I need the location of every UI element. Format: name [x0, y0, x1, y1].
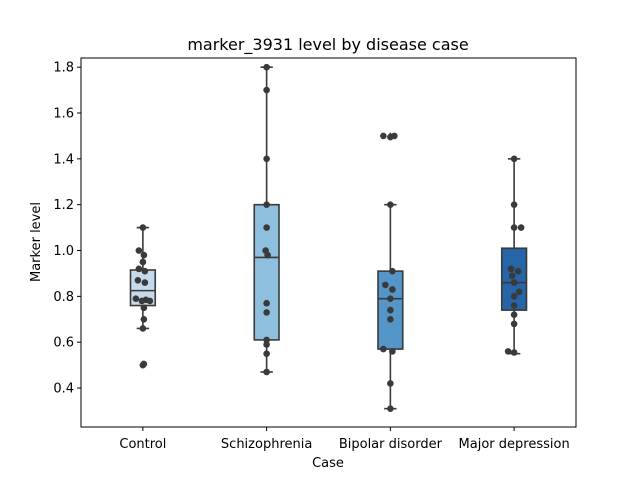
x-tick-label: Bipolar disorder: [339, 437, 443, 452]
box-group: [500, 158, 528, 355]
data-point: [263, 155, 270, 163]
data-point: [510, 155, 518, 163]
data-point: [139, 258, 147, 266]
data-point: [263, 299, 270, 307]
y-tick-label: 1.8: [53, 61, 74, 76]
data-point: [510, 311, 518, 318]
data-point: [387, 306, 394, 314]
data-point: [263, 224, 270, 231]
data-point: [387, 295, 394, 302]
y-tick-label: 1.6: [53, 107, 74, 122]
y-tick-label: 1.0: [53, 244, 74, 259]
data-point: [141, 267, 149, 275]
data-point: [132, 295, 140, 302]
points-layer: [132, 63, 525, 412]
data-point: [515, 288, 523, 296]
box-group: [253, 66, 280, 373]
boxes-layer: [129, 66, 528, 410]
x-axis-label: Case: [312, 456, 344, 471]
x-tick-label: Control: [119, 437, 166, 452]
x-tick-label: Schizophrenia: [221, 437, 312, 452]
data-point: [135, 265, 143, 273]
data-point: [507, 265, 515, 273]
data-point: [263, 201, 270, 208]
data-point: [263, 350, 270, 357]
data-point: [510, 279, 518, 286]
y-tick-label: 0.4: [53, 382, 74, 397]
y-tick-label: 0.8: [53, 290, 74, 305]
box: [500, 247, 528, 311]
data-point: [387, 133, 394, 141]
data-point: [510, 293, 518, 300]
data-point: [264, 251, 271, 259]
chart-title: marker_3931 level by disease case: [187, 35, 468, 55]
data-point: [517, 224, 525, 231]
data-point: [380, 345, 387, 353]
data-point: [508, 272, 516, 280]
data-point: [510, 224, 518, 231]
data-point: [140, 360, 148, 368]
data-point: [134, 277, 142, 284]
data-point: [389, 348, 396, 355]
data-point: [387, 380, 394, 387]
data-point: [138, 297, 146, 305]
data-point: [387, 315, 394, 323]
data-point: [263, 336, 270, 344]
data-point: [504, 348, 512, 355]
data-point: [380, 132, 387, 140]
data-point: [135, 247, 143, 254]
y-axis: 0.4 0.6 0.8 1.0 1.2 1.4 1.6 1.8: [53, 61, 81, 397]
data-point: [510, 302, 518, 309]
data-point: [387, 405, 394, 412]
data-point: [389, 267, 396, 275]
data-point: [140, 304, 148, 312]
x-tick-label: Major depression: [459, 437, 570, 452]
data-point: [263, 341, 270, 348]
data-point: [146, 297, 154, 305]
data-point: [514, 267, 522, 275]
data-point: [263, 63, 270, 71]
x-axis: Control Schizophrenia Bipolar disorder Majo…: [119, 427, 570, 452]
data-point: [139, 224, 147, 231]
data-point: [387, 201, 394, 208]
data-point: [141, 279, 149, 286]
data-point: [263, 368, 270, 376]
data-point: [510, 349, 518, 356]
data-point: [389, 286, 396, 293]
data-point: [382, 281, 389, 289]
data-point: [140, 315, 148, 323]
y-axis-label: Marker level: [29, 202, 44, 282]
data-point: [140, 251, 148, 259]
data-point: [510, 201, 518, 208]
y-tick-label: 0.6: [53, 336, 74, 351]
data-point: [263, 86, 270, 94]
plot-frame: [80, 57, 577, 428]
data-point: [139, 325, 147, 332]
data-point: [263, 309, 270, 316]
y-tick-label: 1.2: [53, 198, 74, 213]
y-tick-label: 1.4: [53, 152, 74, 167]
data-point: [510, 320, 518, 328]
